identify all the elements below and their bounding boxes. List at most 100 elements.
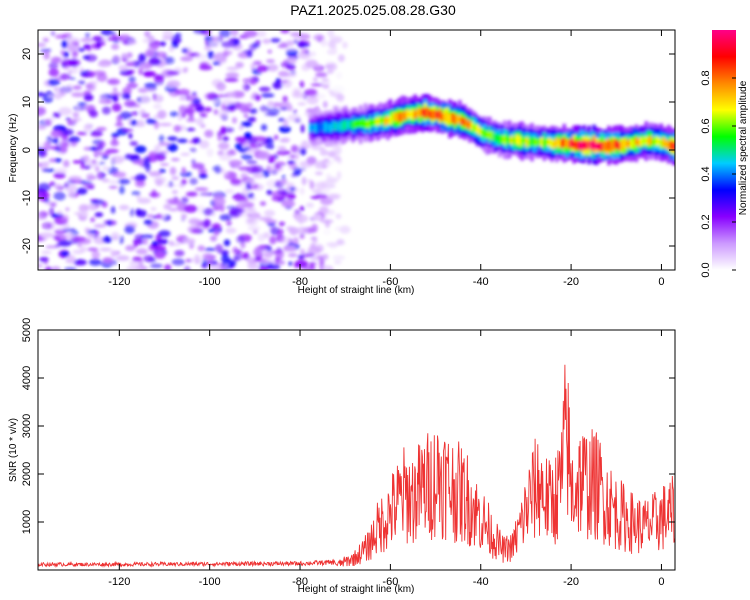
heatmap-noise-cell [292,92,306,99]
heatmap-noise-cell [204,92,215,100]
x-tick-label: -100 [199,276,221,288]
heatmap-noise-cell [143,238,148,245]
heatmap-noise-cell [217,249,230,255]
heatmap-noise-cell [281,137,291,143]
heatmap-noise-cell [278,125,291,133]
heatmap-noise-cell [116,255,130,261]
heatmap-noise-cell [138,258,144,267]
heatmap-noise-cell [101,178,110,183]
heatmap-noise-cell [47,94,53,98]
heatmap-noise-cell [305,59,319,69]
heatmap-ridge-cell [624,140,629,148]
y-tick-label: 4000 [21,366,33,390]
heatmap-noise-cell [199,65,213,71]
heatmap-ridge-cell [341,121,345,131]
heatmap-noise-cell [68,175,82,182]
heatmap-noise-cell [173,125,182,133]
heatmap-noise-cell [131,111,139,116]
heatmap-noise-cell [332,37,341,44]
heatmap-noise-cell [298,33,311,40]
heatmap-noise-cell [143,255,155,263]
heatmap-noise-cell [153,176,167,184]
heatmap-noise-cell [93,70,107,76]
heatmap-ridge-cell [413,110,417,119]
spectrogram-y-axis: -20 -10 0 10 20 [21,48,675,254]
heatmap-noise-cell [255,39,261,45]
heatmap-noise-cell [61,214,69,223]
heatmap-noise-cell [126,266,141,270]
heatmap-noise-cell [72,160,82,164]
colorbar-tick-label: 0.0 [700,262,712,277]
heatmap-noise-cell [128,133,133,139]
heatmap-noise-cell [166,143,178,152]
heatmap-ridge-cell [634,137,639,146]
heatmap-noise-cell [83,165,91,170]
heatmap-noise-cell [265,138,272,143]
heatmap-noise-cell [42,37,49,43]
heatmap-noise-cell [194,187,209,192]
heatmap-noise-cell [287,104,293,112]
heatmap-noise-cell [264,112,278,116]
heatmap-noise-cell [246,50,253,58]
heatmap-noise-cell [221,266,227,270]
heatmap-noise-cell [137,197,152,204]
heatmap-noise-cell [97,143,104,151]
heatmap-ridge-cell [386,116,390,125]
heatmap-noise-cell [226,66,239,71]
heatmap-noise-cell [145,87,157,92]
heatmap-noise-cell [220,103,226,111]
heatmap-noise-cell [189,147,197,153]
heatmap-ridge-cell [393,112,398,122]
heatmap-ridge-cell [408,110,413,119]
heatmap-noise-cell [315,244,324,253]
heatmap-noise-cell [240,121,253,127]
heatmap-noise-cell [49,115,55,123]
heatmap-ridge-cell [383,117,388,126]
snr-x-axis-label: Height of straight line (km) [298,584,415,595]
heatmap-ridge-cell [659,138,663,149]
heatmap-noise-cell [265,144,275,150]
heatmap-ridge-cell [522,136,527,144]
heatmap-noise-cell [310,195,321,200]
heatmap-noise-cell [294,259,309,268]
heatmap-noise-cell [111,155,125,164]
heatmap-noise-cell [306,156,317,165]
heatmap-noise-cell [206,148,214,158]
heatmap-noise-cell [300,48,309,55]
heatmap-ridge-cell [557,139,562,148]
heatmap-noise-cell [233,38,240,45]
heatmap-ridge-cell [560,138,564,148]
heatmap-noise-cell [72,111,80,118]
heatmap-noise-cell [186,127,196,132]
heatmap-ridge-cell [654,135,658,146]
heatmap-noise-cell [283,118,289,127]
heatmap-ridge-cell [574,140,579,150]
heatmap-ridge-cell [314,123,318,133]
heatmap-noise-cell [101,106,111,115]
heatmap-noise-cell [106,219,112,226]
heatmap-noise-cell [77,102,88,106]
heatmap-noise-cell [72,236,86,243]
heatmap-noise-cell [228,159,243,167]
heatmap-noise-cell [158,168,166,173]
heatmap-noise-cell [188,218,200,225]
heatmap-noise-cell [148,244,159,250]
heatmap-noise-cell [42,168,56,172]
snr-x-axis: -120 -100 -80 -60 -40 -20 0 [108,330,665,588]
heatmap-noise-cell [180,213,188,219]
heatmap-noise-cell [312,189,322,194]
heatmap-noise-cell [64,232,75,241]
heatmap-ridge-cell [473,123,477,133]
heatmap-noise-cell [137,209,147,218]
heatmap-noise-cell [222,136,229,142]
heatmap-noise-cell [68,69,73,75]
heatmap-noise-cell [61,59,75,67]
heatmap-ridge-cell [420,108,425,116]
heatmap-noise-cell [255,30,267,38]
heatmap-ridge-cell [448,114,452,124]
heatmap-noise-cell [327,151,336,158]
heatmap-noise-cell [194,53,208,60]
heatmap-ridge-cell [373,117,378,126]
heatmap-noise-cell [181,179,187,185]
x-tick-label: -60 [382,276,398,288]
